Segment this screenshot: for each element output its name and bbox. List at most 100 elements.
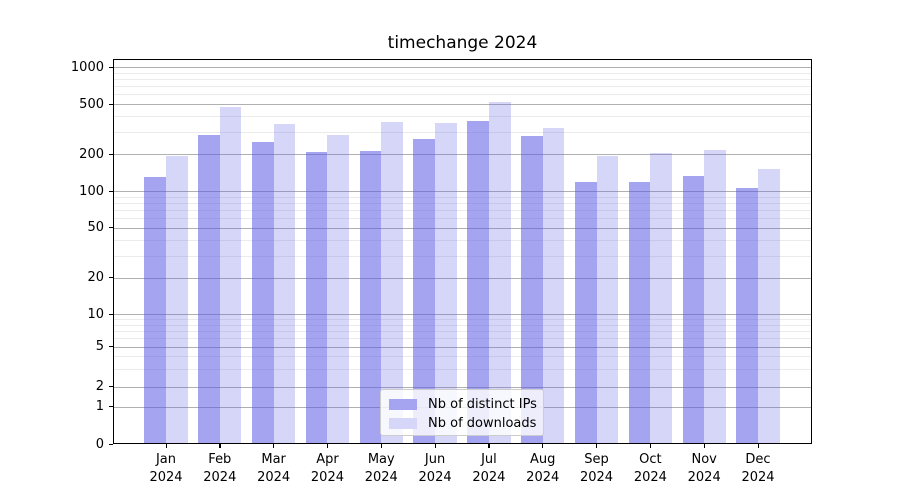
legend-label-downloads: Nb of downloads — [428, 416, 537, 431]
bar-distinct-ips-feb — [198, 134, 220, 444]
x-tick-label: Nov 2024 — [687, 452, 721, 485]
x-tick-label: May 2024 — [364, 452, 398, 485]
gridline-minor — [114, 319, 811, 321]
y-tick-label: 10 — [87, 306, 104, 322]
gridline-major — [114, 386, 811, 388]
bar-distinct-ips-aug — [521, 136, 543, 444]
x-axis-tick — [703, 444, 705, 448]
y-axis-tick — [109, 227, 113, 229]
gridline-minor — [114, 196, 811, 198]
y-axis-tick — [109, 443, 113, 445]
y-tick-label: 0 — [95, 436, 104, 452]
bar-distinct-ips-jun — [413, 138, 436, 444]
gridline-major — [114, 154, 811, 156]
y-tick-label: 20 — [87, 270, 104, 286]
x-tick-label: Jul 2024 — [472, 452, 506, 485]
y-tick-label: 200 — [79, 146, 104, 162]
x-axis-tick — [488, 444, 490, 448]
gridline-minor — [114, 368, 811, 370]
y-axis-tick — [109, 103, 113, 105]
gridline-major — [114, 277, 811, 279]
bar-downloads-jun — [435, 122, 457, 444]
y-tick-label: 50 — [87, 220, 104, 236]
gridline-minor — [114, 94, 811, 96]
gridline-minor — [114, 116, 811, 118]
y-axis-tick — [109, 153, 113, 155]
y-tick-label: 1000 — [70, 59, 104, 75]
gridline-major — [114, 227, 811, 229]
legend-row-downloads: Nb of downloads — [389, 415, 537, 432]
bar-downloads-jul — [488, 101, 511, 444]
y-axis-tick — [109, 406, 113, 408]
gridline-major — [114, 67, 811, 68]
legend-label-distinct-ips: Nb of distinct IPs — [428, 397, 537, 412]
gridline-minor — [114, 132, 811, 134]
x-axis-tick — [757, 444, 759, 448]
gridline-minor — [114, 72, 811, 74]
gridline-minor — [114, 209, 811, 211]
y-axis-tick — [109, 190, 113, 192]
y-axis-tick — [109, 66, 113, 68]
x-tick-label: Jun 2024 — [418, 452, 452, 485]
x-tick-label: Oct 2024 — [633, 452, 667, 485]
x-tick-label: Jan 2024 — [149, 452, 183, 485]
x-axis-tick — [165, 444, 167, 448]
bar-downloads-apr — [327, 134, 350, 444]
gridline-minor — [114, 86, 811, 88]
bar-downloads-mar — [273, 124, 296, 444]
bar-downloads-aug — [542, 128, 565, 444]
gridline-major — [114, 314, 811, 316]
gridline-major — [114, 104, 811, 106]
bar-downloads-dec — [758, 168, 780, 444]
bar-downloads-sep — [596, 155, 619, 444]
y-tick-label: 2 — [95, 379, 104, 395]
x-axis-tick — [380, 444, 382, 448]
x-tick-label: Sep 2024 — [579, 452, 614, 485]
y-tick-label: 100 — [79, 183, 104, 199]
gridline-minor — [114, 324, 811, 326]
bar-distinct-ips-oct — [628, 182, 651, 444]
x-axis-tick — [219, 444, 221, 448]
gridline-major — [114, 346, 811, 348]
bar-distinct-ips-sep — [574, 182, 597, 444]
gridline-minor — [114, 218, 811, 220]
y-axis-tick — [109, 313, 113, 315]
x-axis-tick — [596, 444, 598, 448]
gridline-minor — [114, 239, 811, 241]
y-tick-label: 1 — [95, 399, 104, 415]
x-axis-tick — [434, 444, 436, 448]
legend: Nb of distinct IPs Nb of downloads — [380, 389, 544, 436]
bar-downloads-oct — [650, 152, 672, 444]
bar-distinct-ips-may — [359, 151, 382, 444]
bar-distinct-ips-mar — [252, 142, 274, 444]
bar-distinct-ips-dec — [736, 187, 758, 444]
legend-swatch-distinct-ips — [389, 399, 417, 410]
bar-downloads-jan — [166, 156, 188, 444]
bar-distinct-ips-jul — [467, 121, 489, 444]
x-axis-tick — [273, 444, 275, 448]
y-tick-label: 500 — [79, 96, 104, 112]
gridline-minor — [114, 356, 811, 358]
bar-downloads-may — [381, 122, 403, 444]
gridline-minor — [114, 338, 811, 340]
bar-downloads-feb — [219, 106, 242, 444]
bar-distinct-ips-nov — [682, 175, 705, 444]
y-axis-tick — [109, 277, 113, 279]
gridline-major — [114, 191, 811, 192]
x-tick-label: Apr 2024 — [310, 452, 344, 485]
bar-distinct-ips-jan — [144, 177, 166, 444]
x-tick-label: Aug 2024 — [526, 452, 560, 485]
legend-swatch-downloads — [389, 418, 417, 429]
y-tick-label: 5 — [95, 339, 104, 355]
bar-downloads-nov — [704, 150, 726, 444]
gridline-minor — [114, 330, 811, 332]
chart-title: timechange 2024 — [387, 33, 538, 53]
gridline-minor — [114, 202, 811, 204]
bar-distinct-ips-apr — [305, 152, 328, 444]
legend-row-distinct-ips: Nb of distinct IPs — [389, 396, 537, 413]
y-axis-tick — [109, 346, 113, 348]
plot-frame — [113, 59, 812, 444]
x-axis-tick — [649, 444, 652, 448]
x-axis-tick — [326, 444, 329, 448]
